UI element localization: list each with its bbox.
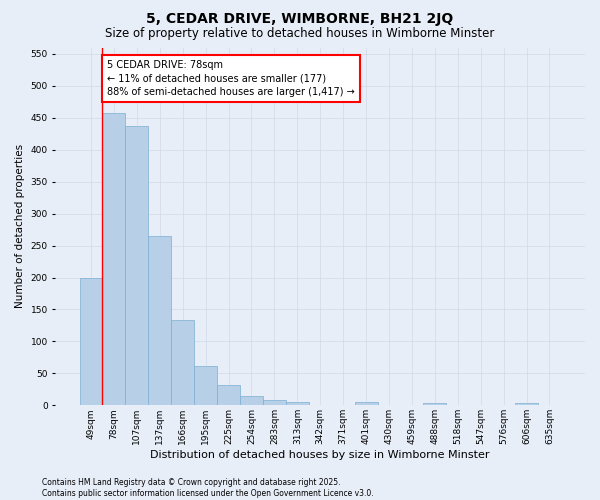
Bar (171, 320, 194, 406)
Text: Size of property relative to detached houses in Wimborne Minster: Size of property relative to detached ho… (106, 28, 494, 40)
Bar (240, 396, 263, 406)
Bar (515, 404, 538, 406)
Bar (80, 278, 103, 406)
Bar (148, 236, 171, 406)
Bar (286, 402, 309, 406)
X-axis label: Distribution of detached houses by size in Wimborne Minster: Distribution of detached houses by size … (151, 450, 490, 460)
Bar (217, 386, 240, 406)
Bar (355, 402, 377, 406)
Bar (424, 404, 446, 406)
Bar (103, 114, 125, 406)
Y-axis label: Number of detached properties: Number of detached properties (15, 144, 25, 308)
Bar (263, 400, 286, 406)
Text: 5 CEDAR DRIVE: 78sqm
← 11% of detached houses are smaller (177)
88% of semi-deta: 5 CEDAR DRIVE: 78sqm ← 11% of detached h… (107, 60, 355, 96)
Text: Contains HM Land Registry data © Crown copyright and database right 2025.
Contai: Contains HM Land Registry data © Crown c… (42, 478, 374, 498)
Bar (194, 366, 217, 406)
Bar (125, 126, 148, 406)
Text: 5, CEDAR DRIVE, WIMBORNE, BH21 2JQ: 5, CEDAR DRIVE, WIMBORNE, BH21 2JQ (146, 12, 454, 26)
